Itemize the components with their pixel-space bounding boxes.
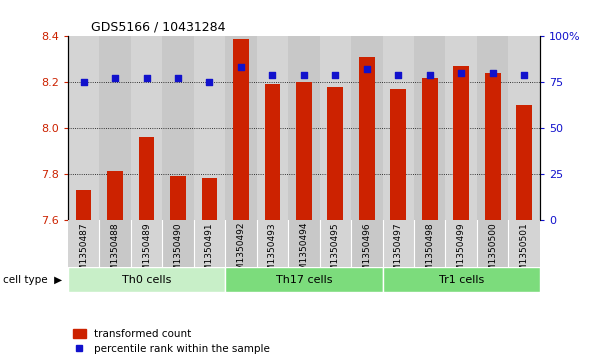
Bar: [414, 220, 445, 267]
Bar: [414, 36, 445, 220]
Bar: [194, 36, 225, 220]
Bar: [445, 220, 477, 267]
Bar: [422, 78, 438, 220]
Bar: [162, 36, 194, 220]
Bar: [99, 220, 131, 267]
Bar: [139, 137, 155, 220]
Text: Th17 cells: Th17 cells: [276, 274, 332, 285]
Bar: [516, 105, 532, 220]
Bar: [351, 220, 382, 267]
Bar: [320, 36, 351, 220]
Bar: [391, 89, 406, 220]
Bar: [131, 36, 162, 220]
Bar: [414, 36, 445, 220]
Bar: [225, 267, 382, 292]
Bar: [68, 267, 225, 292]
Text: GSM1350495: GSM1350495: [331, 222, 340, 283]
Text: GSM1350493: GSM1350493: [268, 222, 277, 283]
Text: GSM1350497: GSM1350497: [394, 222, 403, 283]
Bar: [288, 220, 320, 267]
Text: GSM1350492: GSM1350492: [237, 222, 245, 282]
Text: GSM1350489: GSM1350489: [142, 222, 151, 283]
Bar: [453, 66, 469, 220]
Bar: [131, 220, 162, 267]
Bar: [382, 220, 414, 267]
Bar: [382, 36, 414, 220]
Bar: [445, 36, 477, 220]
Text: GDS5166 / 10431284: GDS5166 / 10431284: [91, 21, 226, 34]
Bar: [509, 36, 540, 220]
Bar: [257, 36, 288, 220]
Text: GSM1350498: GSM1350498: [425, 222, 434, 283]
Point: [330, 72, 340, 78]
Text: GSM1350499: GSM1350499: [457, 222, 466, 283]
Bar: [382, 267, 540, 292]
Text: GSM1350496: GSM1350496: [362, 222, 371, 283]
Bar: [107, 171, 123, 220]
Bar: [68, 220, 99, 267]
Point: [457, 70, 466, 76]
Text: GSM1350487: GSM1350487: [79, 222, 88, 283]
Text: GSM1350500: GSM1350500: [488, 222, 497, 283]
Bar: [351, 36, 382, 220]
Point: [110, 76, 120, 81]
Bar: [509, 220, 540, 267]
Text: GSM1350488: GSM1350488: [110, 222, 120, 283]
Bar: [477, 220, 509, 267]
Bar: [359, 57, 375, 220]
Bar: [162, 36, 194, 220]
Text: GSM1350491: GSM1350491: [205, 222, 214, 283]
Bar: [225, 36, 257, 220]
Bar: [194, 220, 225, 267]
Bar: [327, 87, 343, 220]
Text: Th0 cells: Th0 cells: [122, 274, 171, 285]
Bar: [320, 36, 351, 220]
Point: [299, 72, 309, 78]
Point: [425, 72, 434, 78]
Bar: [225, 36, 257, 220]
Bar: [99, 36, 131, 220]
Point: [519, 72, 529, 78]
Bar: [99, 36, 131, 220]
Text: GSM1350494: GSM1350494: [299, 222, 309, 282]
Text: GSM1350490: GSM1350490: [173, 222, 182, 283]
Bar: [257, 36, 288, 220]
Point: [268, 72, 277, 78]
Bar: [477, 36, 509, 220]
Bar: [257, 220, 288, 267]
Point: [205, 79, 214, 85]
Bar: [225, 220, 257, 267]
Bar: [68, 36, 99, 220]
Text: cell type  ▶: cell type ▶: [3, 274, 62, 285]
Bar: [477, 36, 509, 220]
Bar: [485, 73, 500, 220]
Bar: [296, 82, 312, 220]
Bar: [509, 36, 540, 220]
Bar: [382, 36, 414, 220]
Text: GSM1350501: GSM1350501: [520, 222, 529, 283]
Text: Tr1 cells: Tr1 cells: [438, 274, 484, 285]
Bar: [264, 85, 280, 220]
Point: [362, 66, 372, 72]
Point: [79, 79, 88, 85]
Bar: [320, 220, 351, 267]
Bar: [76, 190, 91, 220]
Bar: [288, 36, 320, 220]
Bar: [194, 36, 225, 220]
Bar: [131, 36, 162, 220]
Point: [173, 76, 183, 81]
Point: [236, 65, 245, 70]
Legend: transformed count, percentile rank within the sample: transformed count, percentile rank withi…: [73, 329, 270, 354]
Bar: [162, 220, 194, 267]
Point: [394, 72, 403, 78]
Bar: [351, 36, 382, 220]
Bar: [288, 36, 320, 220]
Bar: [170, 176, 186, 220]
Point: [488, 70, 497, 76]
Bar: [68, 36, 99, 220]
Point: [142, 76, 151, 81]
Bar: [445, 36, 477, 220]
Bar: [233, 38, 249, 220]
Bar: [202, 178, 217, 220]
